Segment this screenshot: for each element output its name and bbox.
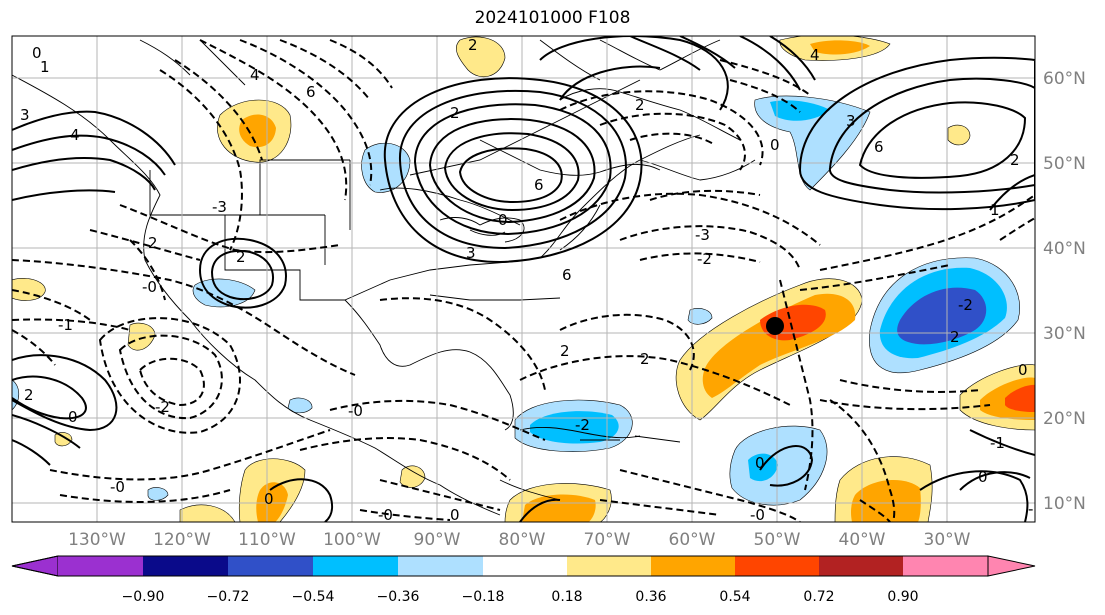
contour-labels: 0 1 3 4 6 2 -3 0 2 4 2 2 3 6 2 6 3 4 6 2… [20,36,1043,524]
contour-label: 0 [498,211,508,229]
lon-label: 110°W [238,530,296,550]
lon-label: 80°W [499,530,546,550]
contour-label: -2 [697,250,712,268]
contour-label: 0 [1018,361,1028,379]
contour-label: 3 [846,112,856,130]
lon-label: 70°W [584,530,631,550]
lon-label: 90°W [414,530,461,550]
contour-label: -2 [575,416,590,434]
lon-label: 130°W [68,530,126,550]
latitude-labels: 60°N 50°N 40°N 30°N 20°N 10°N [1043,69,1086,514]
colorbar-bin [735,556,819,576]
colorbar-bin [313,556,398,576]
contour-label: -2 [155,398,170,416]
contour-label: 3 [20,106,30,124]
contour-label: -1 [1028,500,1043,518]
lat-label: 10°N [1043,494,1086,514]
contour-label: 6 [534,176,544,194]
lat-label: 60°N [1043,69,1086,89]
contour-label: -0 [378,506,393,524]
colorbar-bin [903,556,988,576]
contour-label: 0 [755,454,765,472]
contour-label: -3 [212,198,227,216]
negative-contours [12,39,1035,522]
map-title: 2024101000 F108 [474,8,631,28]
contour-label: 3 [466,244,476,262]
contour-label: 0 [978,468,988,486]
contour-label: -1 [58,316,73,334]
contour-label: -3 [695,226,710,244]
colorbar-tick-label: 0.18 [551,589,582,605]
lon-label: 30°W [924,530,971,550]
contour-label: -0 [110,478,125,496]
colorbar-low-arrow [11,555,59,577]
colorbar-bin [398,556,483,576]
colorbar-tick-label: 0.72 [803,589,834,605]
contour-label: 2 [560,342,570,360]
contour-label: 1 [990,201,1000,219]
colorbar-tick-label: −0.54 [292,589,335,605]
colorbar-tick-label: −0.36 [377,589,420,605]
colorbar-high-arrow [987,555,1036,577]
colorbar-bin [567,556,651,576]
contour-label: 4 [250,66,260,84]
lon-label: 120°W [153,530,211,550]
lon-label: 40°W [839,530,886,550]
map-frame [11,35,1036,523]
colorbar-tick-label: 0.54 [719,589,750,605]
colorbar-bin [483,556,567,576]
storm-marker [766,317,784,335]
contour-label: 0 [264,490,274,508]
lon-label: 100°W [323,530,381,550]
lat-label: 40°N [1043,239,1086,259]
colorbar-bin [143,556,228,576]
coastlines [12,39,756,516]
contour-label: 6 [306,83,316,101]
contour-label: 2 [468,36,478,54]
colorbar-bin [58,556,143,576]
contour-label: -1 [990,434,1005,452]
positive-contours [12,36,1035,522]
contour-label: 2 [1010,151,1020,169]
contour-label: 2 [635,96,645,114]
contour-label: -2 [958,296,973,314]
lon-label: 60°W [669,530,716,550]
contour-label: 0 [32,44,42,62]
colorbar: −0.90 −0.72 −0.54 −0.36 −0.18 0.18 0.36 … [11,555,1036,605]
contour-label: -0 [348,402,363,420]
contour-label: 0 [68,408,78,426]
contour-label: 2 [24,386,34,404]
contour-label: -0 [142,278,157,296]
colorbar-tick-label: 0.36 [635,589,666,605]
colorbar-bin [819,556,903,576]
contour-label: 2 [950,328,960,346]
lat-label: 30°N [1043,324,1086,344]
colorbar-tick-label: −0.90 [122,589,165,605]
lat-label: 50°N [1043,154,1086,174]
colorbar-tick-label: −0.72 [207,589,250,605]
colorbar-tick-label: 0.90 [887,589,918,605]
contour-label: 0 [450,506,460,524]
lon-label: 50°W [754,530,801,550]
contour-label: 2 [450,104,460,122]
longitude-labels: 130°W 120°W 110°W 100°W 90°W 80°W 70°W 6… [68,530,971,550]
contour-label: 6 [562,266,572,284]
lat-label: 20°N [1043,409,1086,429]
contour-label: 6 [874,138,884,156]
contour-label: 2 [640,350,650,368]
contour-label: -0 [750,506,765,524]
colorbar-bin [228,556,313,576]
contour-label: 2 [148,234,158,252]
contour-label: 2 [236,248,246,266]
contour-label: 0 [770,136,780,154]
contour-label: 1 [40,58,50,76]
colorbar-tick-label: −0.18 [462,589,505,605]
colorbar-bin [651,556,735,576]
contour-label: 4 [810,46,820,64]
contour-label: 4 [70,126,80,144]
